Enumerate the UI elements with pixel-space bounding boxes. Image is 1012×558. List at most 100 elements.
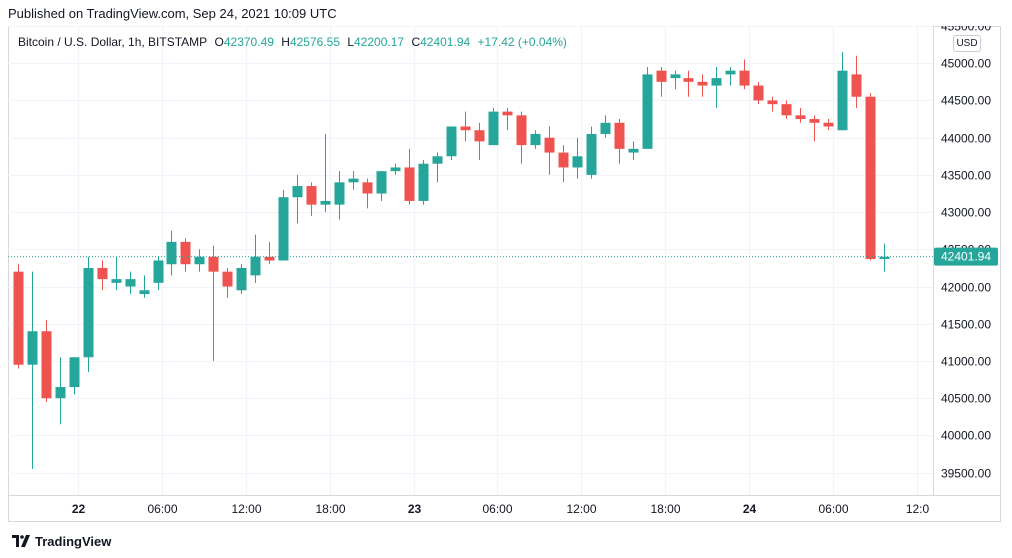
x-tick-label: 12:00	[231, 502, 261, 516]
candle-body	[390, 167, 401, 172]
candle-body	[628, 148, 639, 153]
candle-body	[488, 111, 499, 146]
candle-body	[404, 167, 415, 201]
candle-body	[516, 115, 527, 146]
candle-body	[823, 122, 834, 127]
candle-body	[334, 182, 345, 205]
candle-body	[153, 260, 164, 283]
candle-body	[781, 104, 792, 116]
candle-body	[544, 137, 555, 153]
candle-body	[27, 331, 38, 365]
y-tick-label: 43000.00	[941, 206, 991, 220]
x-tick-label: 12:00	[566, 502, 596, 516]
candle-body	[180, 241, 191, 265]
candle-body	[348, 178, 359, 183]
last-price-label: 42401.94	[941, 250, 991, 264]
y-tick-label: 39500.00	[941, 467, 991, 481]
candle-body	[614, 122, 625, 149]
candlestick-chart[interactable]: 45500.00 45000.00 44500.00 44000.00 43500.00…	[8, 26, 1001, 522]
currency-button[interactable]: USD	[953, 35, 981, 52]
candle-body	[600, 122, 611, 134]
candle-body	[725, 70, 736, 75]
candle-body	[362, 182, 373, 194]
candles	[13, 52, 890, 469]
candle-body	[222, 271, 233, 287]
x-tick-label: 06:00	[147, 502, 177, 516]
candle-body	[558, 152, 569, 168]
candle-body	[586, 133, 597, 175]
symbol-legend: Bitcoin / U.S. Dollar, 1h, BITSTAMP O423…	[18, 35, 567, 49]
legend-high-label: H	[281, 35, 290, 49]
candle-body	[502, 111, 513, 116]
candle-body	[418, 163, 429, 201]
candle-body	[446, 126, 457, 157]
candle-body	[264, 256, 275, 261]
candle-body	[865, 96, 876, 260]
candle-body	[166, 241, 177, 265]
candle-body	[250, 256, 261, 276]
legend-symbol: Bitcoin / U.S. Dollar, 1h, BITSTAMP	[18, 35, 208, 49]
candle-body	[111, 279, 122, 283]
y-tick-label: 41000.00	[941, 355, 991, 369]
y-tick-label: 40000.00	[941, 429, 991, 443]
footer-branding: TradingView	[12, 531, 111, 551]
y-tick-label: 44500.00	[941, 94, 991, 108]
tradingview-logo-icon	[12, 535, 30, 547]
candle-body	[69, 357, 80, 388]
candle-body	[572, 156, 583, 168]
legend-open-value: 42370.49	[223, 35, 274, 49]
candle-body	[879, 256, 890, 259]
legend-close-label: C	[411, 35, 421, 49]
x-tick-label: 12:0	[906, 502, 930, 516]
candle-body	[194, 256, 205, 265]
candle-body	[837, 70, 848, 131]
candle-body	[13, 271, 24, 365]
candle-body	[642, 74, 653, 149]
candle-body	[278, 197, 289, 261]
candle-body	[460, 126, 471, 131]
candle-body	[683, 78, 694, 82]
x-tick-label: 23	[408, 502, 422, 516]
candle-body	[809, 119, 820, 123]
x-tick-label: 24	[743, 502, 757, 516]
candle-body	[697, 81, 708, 86]
candle-body	[83, 267, 94, 358]
legend-open-label: O	[214, 35, 224, 49]
last-price-tag	[934, 247, 998, 266]
y-tick-label: 41500.00	[941, 318, 991, 332]
legend-change-value: +17.42 (+0.04%)	[477, 35, 567, 49]
candle-body	[474, 130, 485, 142]
candle-body	[139, 290, 150, 294]
candle-body	[208, 256, 219, 272]
candle-body	[320, 200, 331, 205]
x-tick-label: 06:00	[818, 502, 848, 516]
candle-body	[739, 70, 750, 86]
candle-body	[97, 267, 108, 280]
candle-body	[125, 279, 136, 287]
axes: 45500.00 45000.00 44500.00 44000.00 43500.00…	[8, 26, 1001, 516]
grid-lines	[8, 26, 933, 495]
candle-body	[670, 74, 681, 79]
candle-body	[432, 156, 443, 164]
x-tick-label: 18:00	[650, 502, 680, 516]
footer-brand: TradingView	[35, 533, 112, 549]
last-price-marker: 42401.94	[8, 247, 998, 266]
legend-close-value: 42401.94	[420, 35, 471, 49]
y-tick-label: 44000.00	[941, 132, 991, 146]
candle-body	[767, 100, 778, 105]
y-tick-label: 45000.00	[941, 57, 991, 71]
x-tick-label: 22	[72, 502, 86, 516]
y-tick-label: 42000.00	[941, 281, 991, 295]
y-tick-label: 43500.00	[941, 169, 991, 183]
candle-body	[711, 78, 722, 86]
candle-body	[376, 171, 387, 194]
candle-body	[851, 74, 862, 97]
candle-body	[306, 186, 317, 205]
candle-body	[236, 267, 247, 291]
candle-body	[795, 115, 806, 120]
legend-low-label: L	[347, 35, 355, 49]
legend-high-value: 42576.55	[289, 35, 340, 49]
candle-body	[753, 85, 764, 101]
x-tick-label: 06:00	[482, 502, 512, 516]
candle-body	[55, 387, 66, 399]
